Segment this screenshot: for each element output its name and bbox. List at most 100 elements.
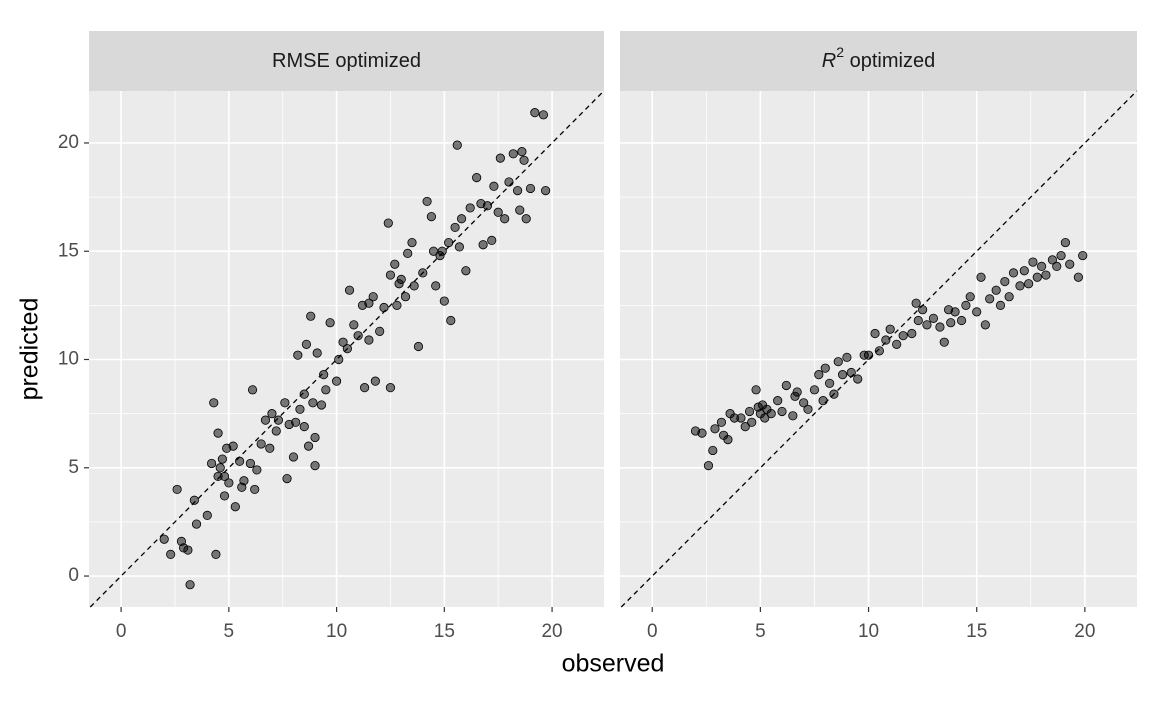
y-tick-label: 10 (58, 349, 79, 370)
point (874, 346, 884, 356)
point (814, 370, 824, 380)
point (500, 214, 510, 224)
point (790, 391, 800, 401)
y-axis-title: predicted (16, 298, 44, 401)
point (213, 428, 223, 438)
point (740, 422, 750, 432)
point (799, 398, 809, 408)
point (1041, 270, 1051, 280)
point (1078, 250, 1088, 261)
point (310, 461, 320, 471)
point (922, 320, 932, 330)
point (965, 292, 975, 302)
point (1056, 250, 1066, 261)
point (265, 443, 275, 453)
point (364, 298, 374, 308)
strip (620, 31, 1137, 91)
point (995, 300, 1006, 310)
point (209, 398, 219, 408)
point (1032, 272, 1042, 282)
point (489, 181, 499, 191)
point (1004, 292, 1014, 302)
y-tick-label: 20 (58, 132, 79, 153)
point (273, 415, 284, 425)
point (172, 484, 182, 495)
point (710, 424, 720, 434)
point (1073, 272, 1083, 282)
point (820, 363, 830, 373)
point (1019, 266, 1029, 276)
point (252, 465, 262, 475)
strip-title: R2 optimized (822, 44, 935, 73)
point (829, 389, 839, 399)
point (1065, 259, 1075, 269)
point (918, 305, 928, 315)
point (913, 315, 923, 326)
point (394, 279, 404, 289)
point (370, 376, 380, 386)
point (342, 344, 352, 354)
point (280, 398, 290, 408)
point (392, 300, 402, 310)
point (379, 302, 389, 313)
point (291, 417, 301, 427)
point (390, 259, 400, 269)
point (211, 549, 221, 559)
point (538, 110, 549, 120)
point (375, 326, 385, 336)
point (185, 580, 195, 590)
point (439, 296, 449, 306)
x-tick-label: 5 (224, 621, 235, 642)
point (777, 406, 787, 417)
point (911, 298, 921, 308)
point (519, 155, 529, 165)
point (825, 378, 835, 388)
point (716, 417, 727, 427)
point (472, 173, 482, 183)
point (946, 318, 956, 328)
point (495, 153, 505, 163)
point (788, 411, 798, 421)
x-tick-label: 20 (541, 621, 562, 642)
point (943, 305, 954, 315)
point (454, 242, 465, 252)
point (504, 177, 514, 187)
point (521, 214, 531, 224)
point (508, 149, 518, 159)
point (299, 422, 309, 432)
point (224, 478, 234, 488)
point (956, 315, 967, 326)
point (1028, 257, 1038, 267)
point (403, 248, 413, 259)
point (338, 337, 348, 347)
point (482, 201, 493, 211)
point (321, 385, 331, 395)
point (301, 339, 312, 349)
point (288, 452, 299, 462)
point (452, 140, 462, 150)
x-axis-title: observed (562, 650, 665, 678)
point (881, 335, 891, 345)
point (697, 428, 707, 438)
point (456, 214, 467, 224)
point (437, 246, 447, 256)
point (207, 458, 217, 469)
point (446, 315, 456, 326)
strip-title-text: R (822, 50, 836, 72)
point (525, 183, 536, 194)
point (1052, 261, 1062, 271)
point (271, 426, 281, 436)
point (708, 445, 718, 456)
point (493, 207, 503, 217)
point (166, 549, 176, 559)
point (383, 218, 393, 228)
point (751, 385, 761, 395)
point (450, 222, 460, 233)
point (515, 205, 525, 215)
y-tick-label: 0 (68, 565, 79, 586)
strip-title-sup: 2 (836, 44, 844, 60)
y-tick-label: 5 (68, 457, 79, 478)
point (939, 337, 949, 347)
point (368, 292, 378, 302)
point (418, 268, 428, 278)
